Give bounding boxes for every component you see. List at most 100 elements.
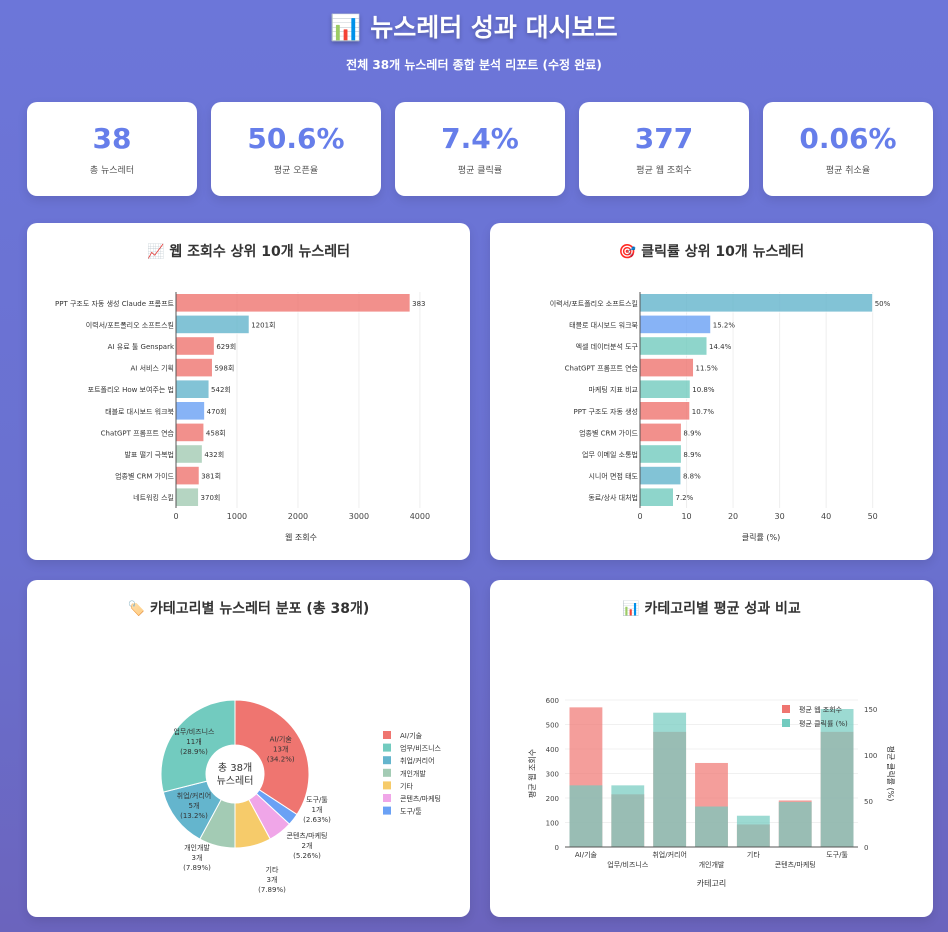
stat-card-web-views: 377 평균 웹 조회수 — [579, 102, 749, 196]
y-category-label: 업종별 CRM 가이드 — [115, 472, 174, 481]
slice-label: (34.2%) — [267, 755, 295, 763]
x-tick-label: 업무/비즈니스 — [607, 860, 649, 869]
bar-click-rate — [611, 785, 645, 847]
legend-label: 기타 — [400, 781, 413, 790]
y2-tick-label: 150 — [864, 706, 877, 714]
pie-slice — [160, 699, 236, 793]
x-tick-label: 40 — [821, 512, 831, 521]
chart-title: 📊 카테고리별 평균 성과 비교 — [622, 601, 801, 617]
slice-label: (7.89%) — [183, 864, 211, 872]
bar — [175, 401, 206, 421]
bar-value-label: 1201회 — [251, 321, 275, 329]
pie-slice — [234, 699, 310, 816]
slice-label: (2.63%) — [303, 816, 331, 824]
legend-label: 평균 클릭률 (%) — [799, 719, 848, 728]
legend-label: 업무/비즈니스 — [400, 744, 442, 753]
y-category-label: 업무 이메일 소통법 — [582, 450, 638, 459]
bar — [639, 487, 675, 507]
y-category-label: 태블로 대시보드 워크북 — [569, 320, 638, 329]
donut-center-label: 뉴스레터 — [217, 775, 254, 787]
legend-swatch — [383, 794, 391, 802]
y-category-label: 엑셀 데이터분석 도구 — [576, 342, 639, 351]
y-tick-label: 100 — [546, 820, 559, 828]
y-tick-label: 200 — [546, 795, 559, 803]
bar — [175, 487, 200, 507]
stat-label: 평균 취소율 — [825, 166, 871, 176]
slice-label: 업무/비즈니스 — [173, 727, 215, 736]
x-tick-label: 1000 — [227, 512, 247, 521]
slice-label: AI/기술 — [270, 734, 293, 743]
stat-value: 50.6% — [247, 122, 345, 155]
slice-label: 3개 — [267, 875, 278, 884]
bar — [639, 465, 682, 486]
web-views-bar-chart: 0 1000 2000 3000 4000 PPT 구조도 자동 생성 Claude 프롬… — [55, 292, 430, 542]
bar-value-label: 458회 — [206, 429, 226, 437]
legend-swatch — [383, 781, 391, 790]
y-category-label: PPT 구조도 자동 생성 Claude 프롬프트 — [55, 299, 175, 308]
y-category-label: AI 유료 툴 Genspark — [108, 343, 175, 351]
slice-label: 11개 — [186, 737, 201, 746]
chart-card-category-pie: 🏷️ 카테고리별 뉴스레터 분포 (총 38개) AI/기술 13개 (34.2%) 도… — [27, 580, 470, 917]
bar — [175, 293, 411, 313]
slice-label: 5개 — [189, 801, 200, 810]
stat-card-total: 38 총 뉴스레터 — [27, 102, 197, 196]
category-donut-chart: AI/기술13개(34.2%)도구/툴1개(2.63%)콘텐츠/마케팅2개(5.… — [160, 699, 442, 894]
x-tick-label: 0 — [173, 512, 178, 521]
y-category-label: 이력서/포트폴리오 소프트스킬 — [550, 299, 638, 308]
stat-card-click-rate: 7.4% 평균 클릭률 — [395, 102, 565, 196]
page-title: 📊 뉴스레터 성과 대시보드 — [330, 13, 618, 42]
y-category-label: ChatGPT 프롬프트 연습 — [101, 428, 175, 437]
stat-card-unsub-rate: 0.06% 평균 취소율 — [763, 102, 933, 196]
bar — [175, 465, 200, 486]
x-axis-title: 카테고리 — [697, 879, 726, 888]
bar — [175, 357, 213, 378]
legend-swatch — [782, 705, 790, 713]
bar-value-label: 370회 — [201, 494, 221, 502]
bar-value-label: 470회 — [207, 408, 227, 416]
bar-click-rate — [778, 801, 812, 847]
slice-label: 콘텐츠/마케팅 — [287, 831, 328, 840]
slice-label: (5.26%) — [293, 852, 321, 860]
x-tick-label: AI/기술 — [575, 850, 598, 859]
x-tick-label: 콘텐츠/마케팅 — [775, 860, 816, 869]
stat-label: 총 뉴스레터 — [89, 166, 135, 176]
y2-tick-label: 100 — [864, 752, 877, 760]
x-axis-title: 클릭률 (%) — [742, 532, 780, 542]
y-tick-label: 600 — [546, 697, 559, 705]
bar — [175, 444, 203, 464]
chart-card-web-views: 📈 웹 조회수 상위 10개 뉴스레터 0 1000 2000 3000 4000 PPT … — [27, 223, 470, 560]
bar-value-label: 15.2% — [713, 321, 736, 329]
bar-value-label: 629회 — [216, 343, 236, 351]
x-tick-label: 30 — [775, 512, 785, 521]
bar-value-label: 7.2% — [676, 494, 694, 502]
y-category-label: 발표 떨기 극복법 — [124, 450, 174, 459]
y-category-label: 이력서/포트폴리오 소프트스킬 — [86, 320, 174, 329]
x-tick-label: 3000 — [349, 512, 369, 521]
bar — [639, 401, 691, 421]
legend-swatch — [383, 806, 391, 815]
bar-value-label: 8.8% — [683, 473, 701, 481]
stat-value: 0.06% — [799, 122, 897, 155]
legend-label: 도구/툴 — [400, 808, 422, 816]
bar — [639, 444, 682, 464]
bar-value-label: 542회 — [211, 386, 231, 394]
legend-label: AI/기술 — [400, 731, 423, 740]
bar — [175, 379, 210, 399]
x-axis-title: 웹 조회수 — [285, 533, 317, 542]
slice-label: 도구/툴 — [306, 796, 328, 804]
bar — [175, 422, 205, 443]
y-category-label: PPT 구조도 자동 생성 — [574, 407, 638, 416]
bar-click-rate — [569, 785, 603, 847]
legend-swatch — [383, 756, 391, 765]
bar — [639, 422, 682, 443]
legend-label: 평균 웹 조회수 — [799, 705, 843, 714]
x-tick-label: 20 — [728, 512, 738, 521]
category-compare-chart: 0 100 200 300 400 500 600 0 50 100 150 AI/기술업무/비즈니스… — [527, 697, 896, 888]
chart-card-category-compare: 📊 카테고리별 평균 성과 비교 0 100 200 300 400 500 600 0 50 10… — [490, 580, 933, 917]
click-rate-bar-chart: 0 10 20 30 40 50 이력서/포트폴리오 소프트스킬 50% 태블로 대시보드 워크… — [550, 292, 891, 542]
stat-value: 377 — [634, 122, 694, 155]
y-axis-title: 평균 웹 조회수 — [527, 749, 537, 798]
bar-value-label: 10.8% — [692, 386, 715, 394]
bar-click-rate — [820, 709, 854, 847]
legend-swatch — [383, 731, 391, 739]
